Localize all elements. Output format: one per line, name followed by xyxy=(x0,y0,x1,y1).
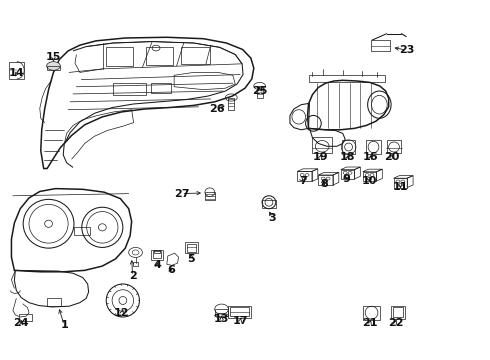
Ellipse shape xyxy=(47,62,60,70)
Text: 9: 9 xyxy=(343,174,350,184)
Bar xyxy=(205,192,215,200)
Text: 3: 3 xyxy=(268,213,276,223)
Bar xyxy=(47,66,60,70)
Text: 2: 2 xyxy=(129,271,137,281)
Bar xyxy=(47,298,61,306)
Bar xyxy=(393,307,403,318)
Bar xyxy=(342,140,355,154)
Text: 18: 18 xyxy=(340,152,355,162)
Text: 5: 5 xyxy=(188,254,195,264)
Bar xyxy=(257,86,263,98)
Bar xyxy=(228,306,251,318)
Text: 1: 1 xyxy=(60,320,68,330)
Bar xyxy=(9,62,24,79)
Bar xyxy=(363,306,380,320)
Bar xyxy=(133,262,139,266)
Text: 22: 22 xyxy=(388,318,403,328)
Text: 8: 8 xyxy=(320,179,328,189)
Bar xyxy=(262,200,276,208)
Bar xyxy=(154,249,160,253)
Text: 23: 23 xyxy=(399,45,415,55)
Text: 12: 12 xyxy=(114,309,130,318)
Text: 6: 6 xyxy=(167,265,174,275)
Bar xyxy=(153,251,161,258)
Text: 11: 11 xyxy=(392,182,408,192)
Text: 7: 7 xyxy=(299,176,307,186)
Bar xyxy=(74,226,90,234)
Text: 10: 10 xyxy=(362,176,377,186)
Bar xyxy=(187,244,196,252)
Text: 20: 20 xyxy=(384,152,399,162)
Text: 17: 17 xyxy=(232,316,248,326)
Text: 19: 19 xyxy=(313,152,329,162)
Text: 21: 21 xyxy=(362,318,378,328)
Bar xyxy=(113,83,147,95)
Bar xyxy=(318,175,333,185)
Bar xyxy=(366,140,381,154)
Text: 25: 25 xyxy=(252,86,268,96)
Bar xyxy=(151,83,171,93)
Text: 4: 4 xyxy=(153,260,161,270)
Bar xyxy=(393,178,407,188)
Bar xyxy=(185,242,198,253)
Text: 13: 13 xyxy=(214,314,229,324)
Bar xyxy=(310,75,385,82)
Bar xyxy=(313,137,332,153)
Bar xyxy=(341,170,354,179)
Bar xyxy=(391,306,405,319)
Text: 16: 16 xyxy=(363,152,378,162)
Bar xyxy=(228,98,234,110)
Text: 26: 26 xyxy=(209,104,224,114)
Text: 14: 14 xyxy=(9,68,24,78)
Bar xyxy=(387,140,401,153)
Text: 27: 27 xyxy=(174,189,189,199)
Text: 24: 24 xyxy=(13,319,29,328)
Bar xyxy=(297,171,312,181)
Bar xyxy=(147,47,173,65)
Bar xyxy=(363,172,376,181)
Bar xyxy=(371,40,390,51)
Bar xyxy=(230,307,249,316)
Bar xyxy=(180,46,210,64)
Bar xyxy=(106,47,133,66)
Bar xyxy=(19,314,32,320)
Bar xyxy=(215,309,228,316)
Text: 15: 15 xyxy=(46,52,61,62)
Bar xyxy=(151,249,163,260)
